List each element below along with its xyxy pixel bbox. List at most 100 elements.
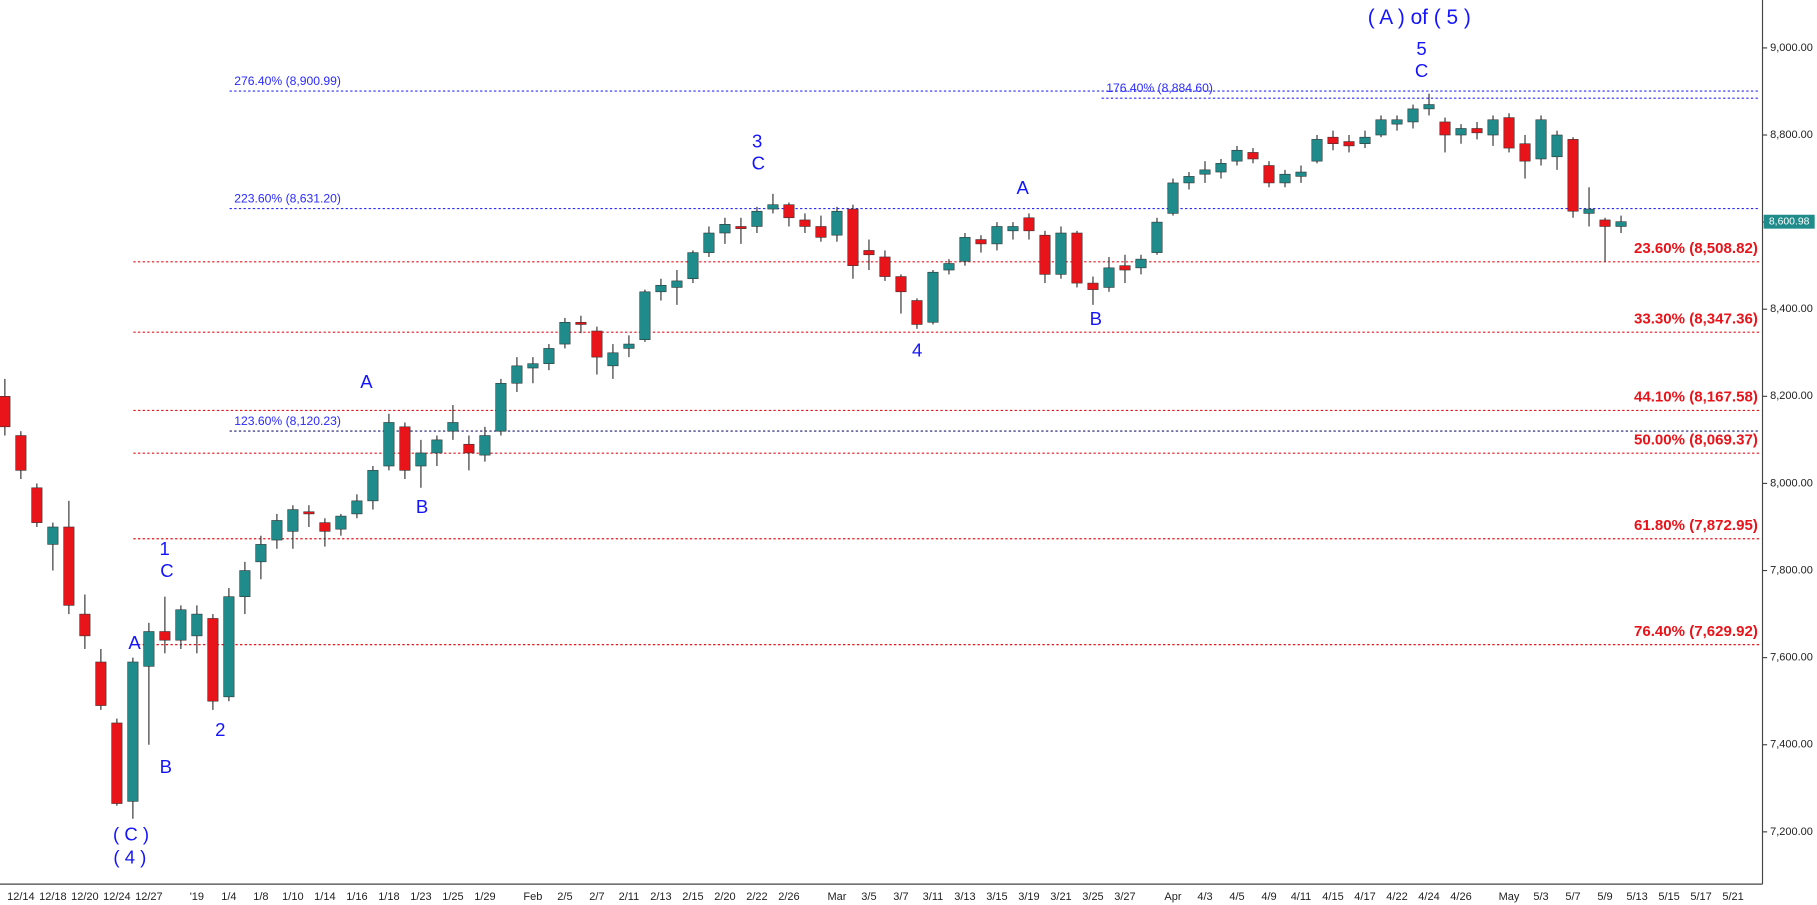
candle-body — [1135, 258, 1147, 269]
candle-body — [127, 661, 139, 802]
x-tick-label: Mar — [827, 891, 846, 903]
x-tick-label: 5/21 — [1722, 891, 1743, 903]
candle-body — [623, 343, 635, 349]
candle-body — [271, 520, 283, 541]
wave-label: A — [1017, 177, 1030, 198]
candle-body — [255, 544, 267, 563]
candle-body — [447, 422, 459, 432]
x-tick-label: 3/13 — [954, 891, 975, 903]
y-tick-label: 8,400.00 — [1770, 303, 1813, 315]
fib-level-label: 23.60% (8,508.82) — [1634, 240, 1758, 257]
wave-label: ( A ) of ( 5 ) — [1368, 6, 1471, 29]
y-tick-label: 7,400.00 — [1770, 739, 1813, 751]
candle-body — [1391, 119, 1403, 125]
candle-body — [47, 526, 59, 545]
wave-label: 2 — [215, 719, 225, 740]
x-tick-label: 1/16 — [346, 891, 367, 903]
x-tick-label: 4/3 — [1197, 891, 1212, 903]
x-tick-label: 3/15 — [986, 891, 1007, 903]
x-tick-label: 5/13 — [1626, 891, 1647, 903]
candle-body — [831, 210, 843, 236]
x-tick-label: 2/7 — [589, 891, 604, 903]
candle-body — [1279, 173, 1291, 184]
candle-body — [735, 226, 747, 229]
x-tick-label: 3/25 — [1082, 891, 1103, 903]
candle-body — [239, 570, 251, 597]
candle-body — [703, 232, 715, 253]
candle-body — [223, 596, 235, 698]
candle-body — [607, 352, 619, 367]
fib-level-label: 50.00% (8,069.37) — [1634, 431, 1758, 448]
candle-body — [895, 276, 907, 293]
wave-label: 4 — [912, 339, 922, 360]
candle-body — [783, 204, 795, 219]
x-tick-label: 12/18 — [39, 891, 67, 903]
x-tick-label: 3/11 — [923, 891, 944, 903]
candle-body — [1311, 139, 1323, 162]
wave-label: 1 — [159, 538, 169, 559]
x-tick-label: 2/5 — [557, 891, 572, 903]
fib-level-label: 76.40% (7,629.92) — [1634, 623, 1758, 640]
candle-body — [319, 522, 331, 532]
fib-level-label: 123.60% (8,120.23) — [234, 414, 341, 428]
wave-label: A — [360, 371, 373, 392]
candle-body — [463, 443, 475, 454]
candle-body — [335, 515, 347, 530]
candle-body — [815, 226, 827, 238]
x-tick-label: 3/5 — [861, 891, 876, 903]
x-tick-label: 5/3 — [1533, 891, 1548, 903]
x-tick-label: 1/23 — [410, 891, 431, 903]
candle-body — [991, 226, 1003, 245]
price-box — [1763, 214, 1815, 229]
candle-body — [1295, 171, 1307, 177]
candle-body — [719, 224, 731, 234]
x-tick-label: 2/11 — [619, 891, 640, 903]
x-tick-label: 4/22 — [1386, 891, 1407, 903]
y-tick-label: 8,800.00 — [1770, 129, 1813, 141]
candle-body — [1039, 234, 1051, 275]
candle-body — [1023, 217, 1035, 232]
candle-body — [111, 722, 123, 804]
candle-body — [31, 487, 43, 523]
fib-level-label: 176.40% (8,884.60) — [1106, 81, 1213, 95]
wave-label: 5 — [1416, 38, 1426, 59]
candle-body — [847, 208, 859, 266]
candle-body — [1055, 232, 1067, 275]
x-tick-label: 4/26 — [1450, 891, 1471, 903]
wave-label: C — [1415, 60, 1428, 81]
candle-body — [15, 435, 27, 471]
candle-body — [367, 470, 379, 502]
candle-body — [1263, 165, 1275, 184]
candle-body — [959, 237, 971, 262]
candle-body — [927, 271, 939, 323]
wave-label: C — [752, 153, 765, 174]
candle-body — [1615, 221, 1627, 227]
candle-body — [287, 509, 299, 532]
wave-label: ( 4 ) — [113, 846, 146, 867]
candle-body — [1167, 182, 1179, 214]
candle-body — [1343, 141, 1355, 147]
wave-label: C — [160, 560, 173, 581]
x-tick-label: May — [1499, 891, 1520, 903]
candle-body — [1007, 226, 1019, 232]
x-tick-label: 12/27 — [135, 891, 163, 903]
x-tick-label: 12/20 — [71, 891, 99, 903]
annotations: ( A ) of ( 5 ) 5 C 3 C A 4 B A B 1 C A B… — [113, 6, 1471, 867]
candle-body — [1551, 134, 1563, 158]
y-tick-label: 7,200.00 — [1770, 826, 1813, 838]
candle-body — [1471, 128, 1483, 134]
candle-body — [1119, 265, 1131, 271]
candle-body — [399, 426, 411, 471]
candle-body — [1071, 232, 1083, 284]
price-label: 8,600.98 — [1769, 216, 1810, 227]
x-tick-label: 2/26 — [778, 891, 799, 903]
candle-body — [1215, 163, 1227, 173]
x-tick-label: 12/14 — [7, 891, 35, 903]
candle-body — [1087, 282, 1099, 290]
y-tick-label: 8,200.00 — [1770, 390, 1813, 402]
candle-body — [1327, 136, 1339, 145]
x-tick-label: 2/13 — [650, 891, 671, 903]
